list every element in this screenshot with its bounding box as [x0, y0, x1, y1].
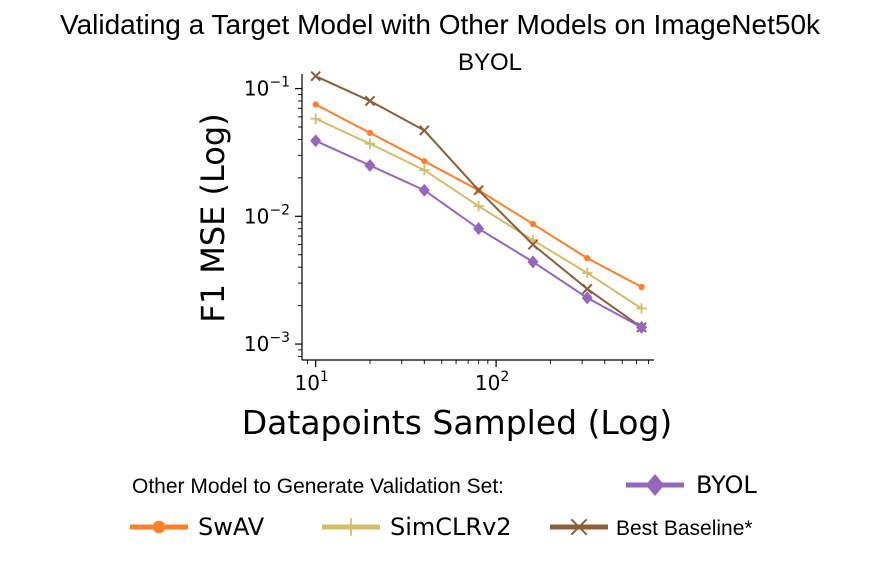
chart-title: Validating a Target Model with Other Mod…: [60, 9, 821, 40]
legend-marker: [570, 518, 588, 536]
series-simclrv2: [310, 113, 647, 314]
data-point: [473, 200, 484, 212]
legend-item-best-baseline: Best Baseline*: [550, 517, 753, 540]
series-layer: [310, 70, 648, 334]
data-point: [636, 320, 648, 334]
legend-label: SwAV: [198, 513, 265, 541]
legend-label: BYOL: [696, 471, 757, 499]
legend-item-byol: BYOL: [626, 471, 757, 499]
data-point: [527, 255, 539, 269]
data-point: [366, 129, 374, 137]
data-point: [473, 222, 485, 236]
x-tick-label: 101: [294, 369, 328, 395]
legend-marker: [342, 518, 360, 536]
data-point: [419, 164, 430, 176]
data-point: [310, 113, 321, 124]
data-point: [581, 291, 593, 305]
x-axis-label: Datapoints Sampled (Log): [242, 403, 673, 442]
x-tick-label: 102: [475, 369, 509, 395]
data-point: [310, 134, 322, 148]
series-line: [315, 103, 643, 288]
data-point: [473, 184, 484, 196]
data-point: [638, 283, 645, 291]
legend-label: Best Baseline*: [616, 517, 753, 540]
legend-label: SimCLRv2: [390, 513, 512, 541]
legend-title: Other Model to Generate Validation Set:: [132, 475, 504, 498]
data-point: [364, 138, 376, 149]
legend: Other Model to Generate Validation Set: …: [130, 471, 757, 541]
y-axis-label: F1 MSE (Log): [194, 113, 232, 322]
legend-item-swav: SwAV: [130, 513, 265, 541]
series-byol: [310, 134, 648, 334]
y-tick-label: 10−2: [244, 202, 290, 228]
data-point: [584, 255, 591, 262]
chart-subtitle: BYOL: [458, 49, 522, 76]
series-best-baseline: [310, 70, 647, 333]
data-point: [310, 70, 321, 82]
data-point: [364, 95, 376, 107]
y-tick-label: 10−3: [244, 330, 290, 356]
data-point: [527, 239, 539, 250]
data-point: [581, 283, 593, 295]
data-point: [636, 303, 647, 314]
data-point: [418, 183, 430, 197]
series-line: [315, 117, 643, 310]
legend-marker: [645, 474, 665, 496]
data-point: [529, 220, 537, 228]
legend-marker: [152, 520, 166, 534]
y-tick-label: 10−1: [244, 75, 290, 101]
data-point: [364, 158, 376, 172]
data-point: [312, 101, 319, 108]
data-point: [421, 158, 428, 165]
data-point: [582, 267, 593, 279]
axes: 10−3 10−2 10−1 101 102: [244, 74, 654, 395]
data-point: [419, 125, 430, 136]
legend-item-simclrv2: SimCLRv2: [322, 513, 512, 541]
series-swav: [312, 101, 645, 291]
